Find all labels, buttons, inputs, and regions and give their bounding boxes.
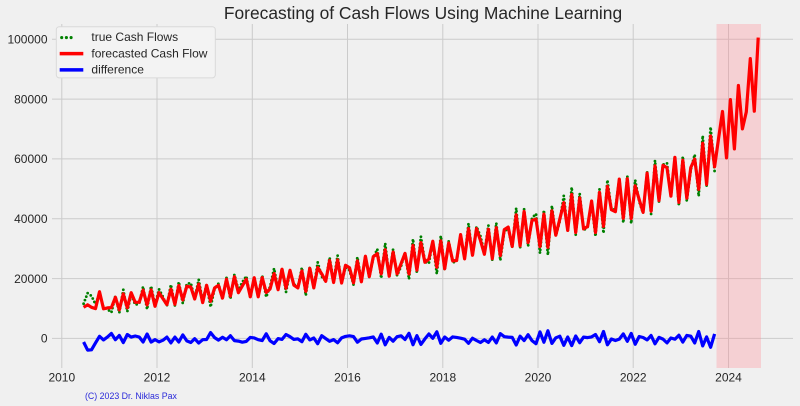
svg-text:80000: 80000 <box>14 92 48 106</box>
svg-text:0: 0 <box>41 332 48 346</box>
svg-text:2016: 2016 <box>334 371 361 385</box>
svg-text:(C) 2023 Dr. Niklas Pax: (C) 2023 Dr. Niklas Pax <box>85 391 178 401</box>
svg-text:20000: 20000 <box>14 272 48 286</box>
svg-text:2012: 2012 <box>144 371 171 385</box>
svg-text:2022: 2022 <box>620 371 647 385</box>
svg-text:2018: 2018 <box>429 371 456 385</box>
svg-text:2024: 2024 <box>715 371 742 385</box>
svg-text:2014: 2014 <box>239 371 266 385</box>
svg-text:2010: 2010 <box>48 371 75 385</box>
svg-text:true Cash Flows: true Cash Flows <box>91 30 178 44</box>
svg-text:100000: 100000 <box>7 33 47 47</box>
svg-text:Forecasting of Cash Flows Usin: Forecasting of Cash Flows Using Machine … <box>224 3 622 23</box>
svg-text:forecasted Cash Flow: forecasted Cash Flow <box>91 47 207 61</box>
svg-text:difference: difference <box>91 62 144 76</box>
svg-text:60000: 60000 <box>14 152 48 166</box>
svg-text:40000: 40000 <box>14 212 48 226</box>
svg-text:2020: 2020 <box>525 371 552 385</box>
